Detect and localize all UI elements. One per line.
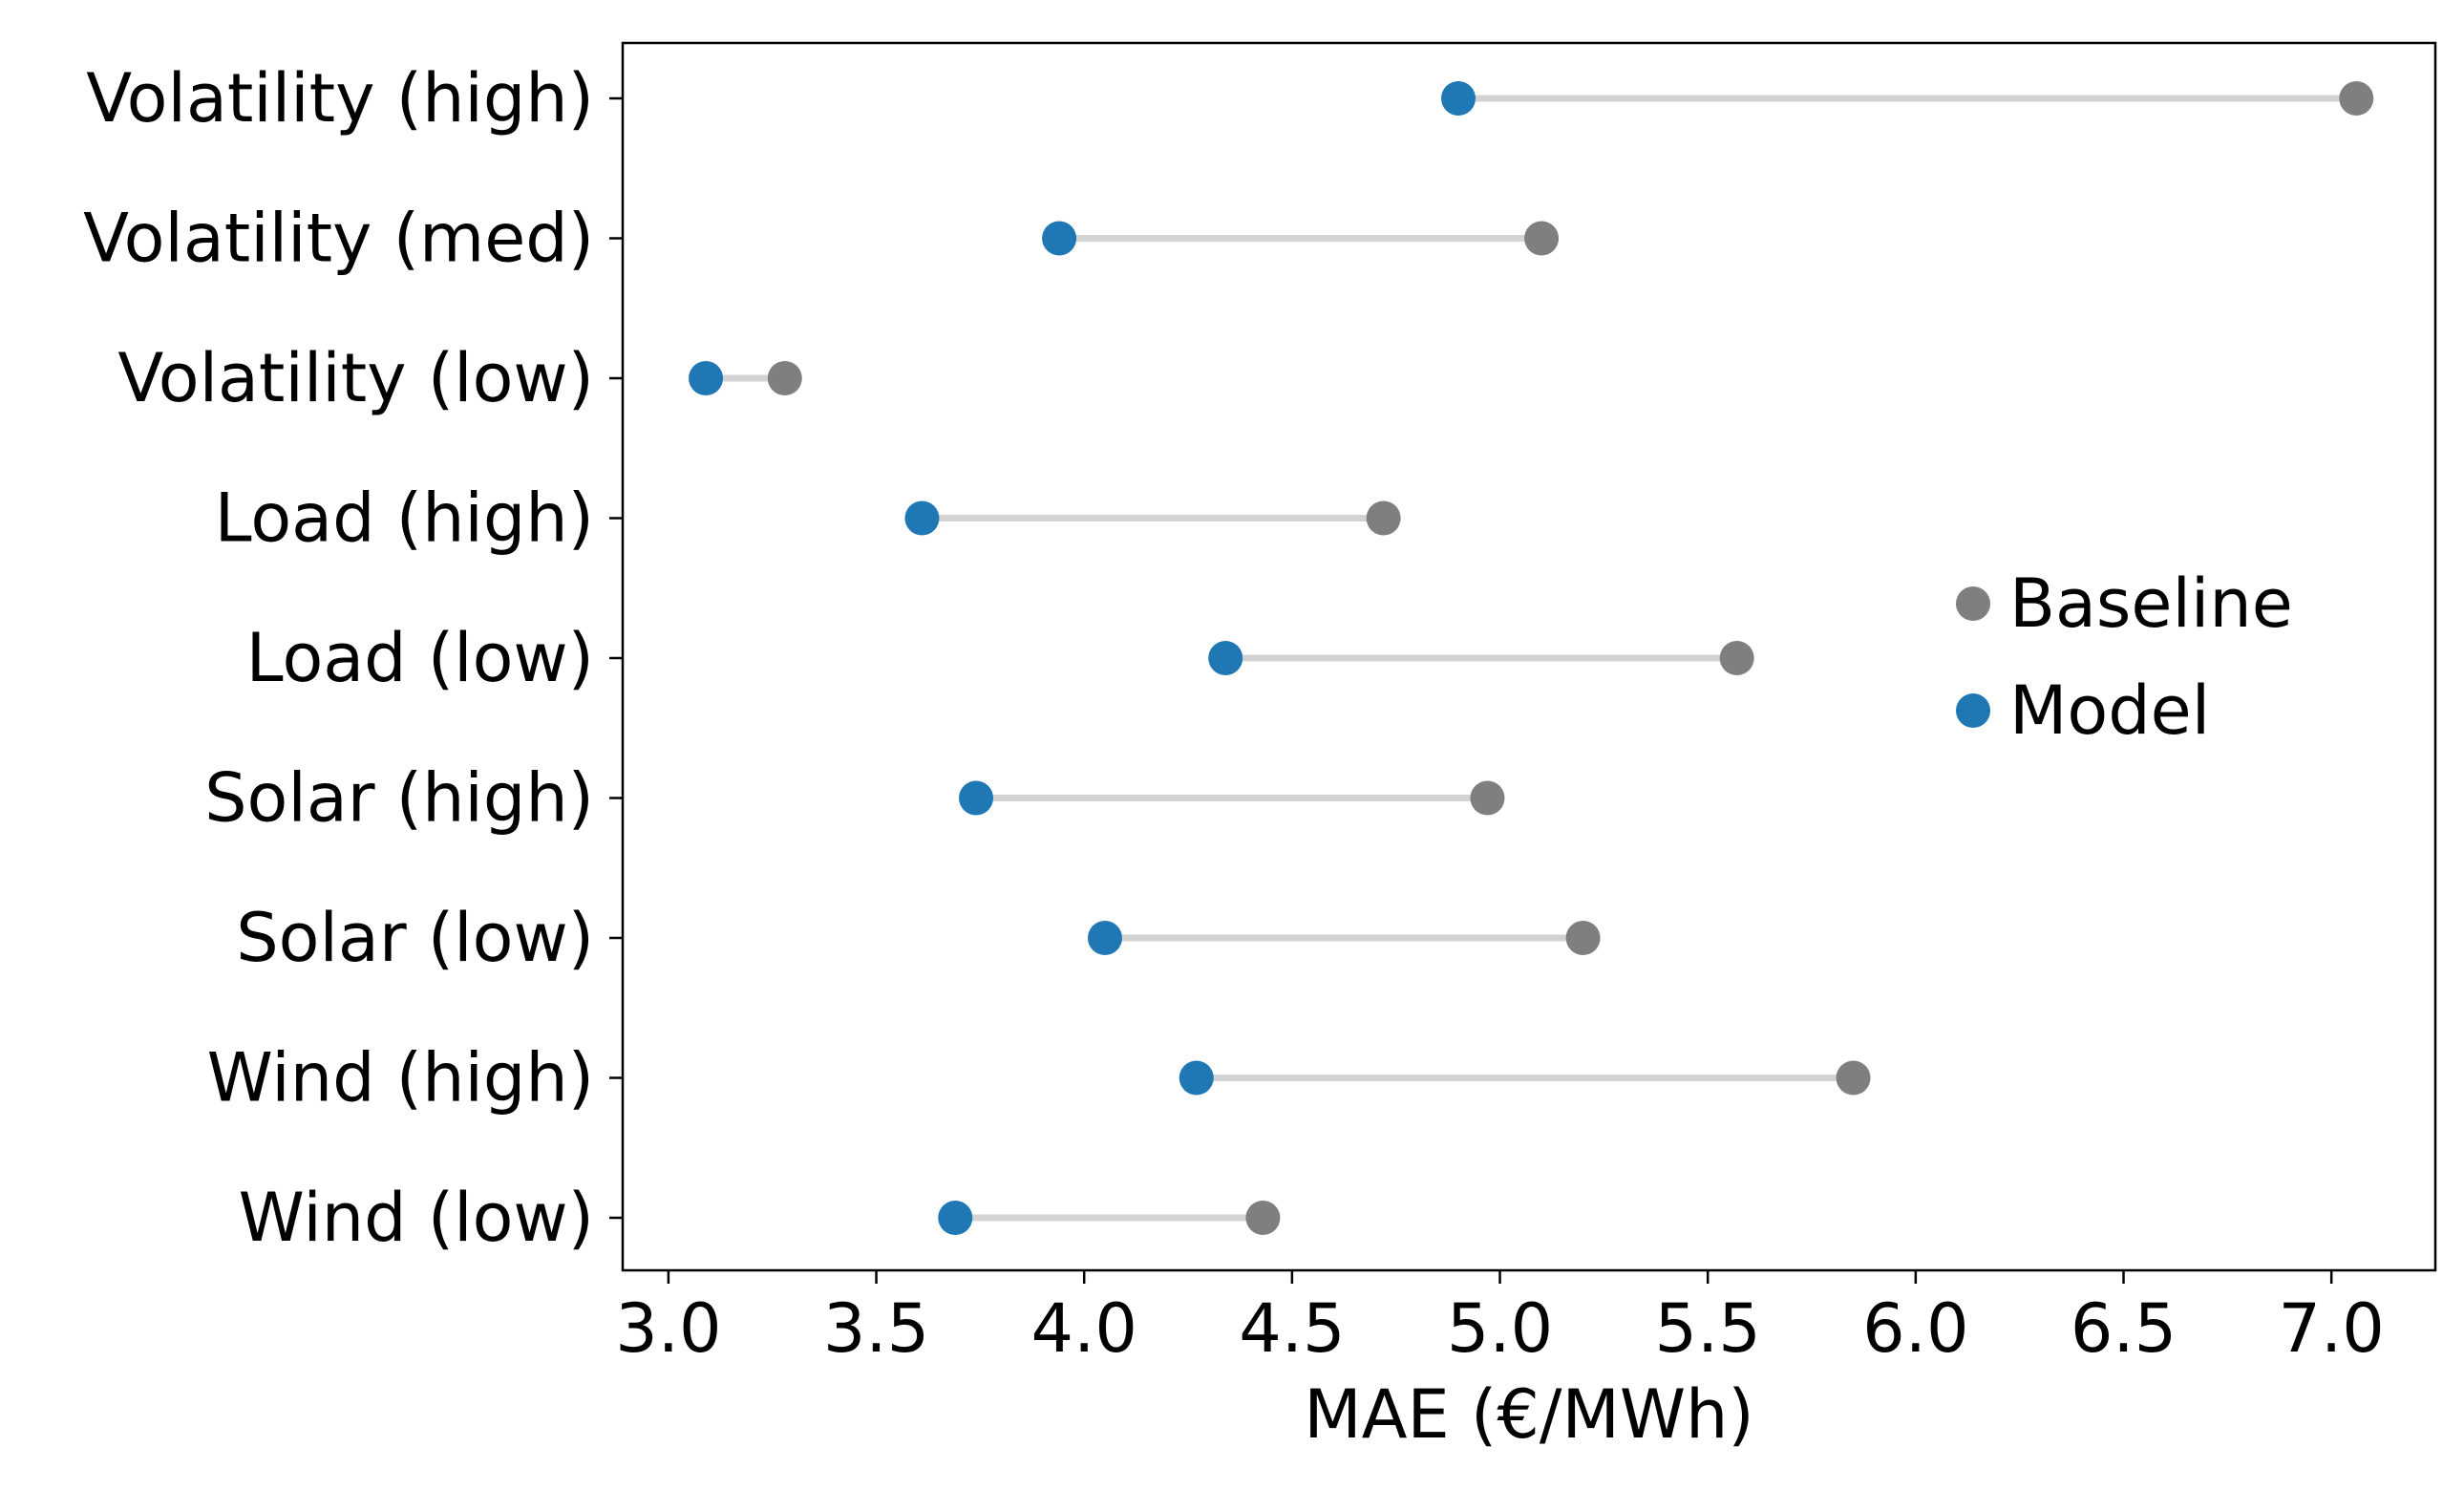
legend-marker-baseline <box>1956 586 1990 621</box>
model-point <box>959 780 994 816</box>
data-points <box>689 81 2374 1235</box>
model-point <box>1208 641 1243 675</box>
x-axis-title: MAE (€/MWh) <box>1304 1375 1753 1454</box>
model-point <box>689 361 724 395</box>
x-axis: 3.0 3.5 4.0 4.5 5.0 5.5 6.0 6.5 7.0 <box>615 1270 2385 1368</box>
x-tick-label: 7.0 <box>2279 1289 2385 1368</box>
model-point <box>938 1201 973 1235</box>
baseline-point <box>767 361 802 395</box>
y-tick-label: Load (low) <box>246 619 594 697</box>
y-tick-label: Load (high) <box>215 479 594 558</box>
y-tick-label: Solar (low) <box>236 899 594 977</box>
x-tick-label: 3.0 <box>615 1289 721 1368</box>
y-tick-label: Volatility (med) <box>83 200 594 278</box>
x-tick-label: 6.5 <box>2071 1289 2177 1368</box>
legend: Baseline Model <box>1956 564 2293 750</box>
x-tick-label: 6.0 <box>1862 1289 1968 1368</box>
baseline-point <box>1565 921 1601 955</box>
model-point <box>904 500 940 536</box>
x-tick-label: 4.0 <box>1031 1289 1137 1368</box>
model-point <box>1179 1060 1214 1096</box>
baseline-point <box>2339 81 2374 116</box>
legend-label-baseline: Baseline <box>2009 564 2293 643</box>
baseline-point <box>1719 641 1754 675</box>
model-point <box>1440 81 1476 116</box>
y-tick-label: Wind (high) <box>207 1039 594 1118</box>
y-tick-label: Volatility (high) <box>86 59 594 138</box>
x-tick-label: 4.5 <box>1239 1289 1345 1368</box>
model-point <box>1042 221 1077 256</box>
baseline-point <box>1366 500 1401 536</box>
x-tick-label: 5.5 <box>1655 1289 1761 1368</box>
baseline-point <box>1524 221 1560 256</box>
x-tick-label: 5.0 <box>1447 1289 1553 1368</box>
x-tick-label: 3.5 <box>823 1289 929 1368</box>
baseline-point <box>1245 1201 1281 1235</box>
model-point <box>1087 921 1122 955</box>
legend-label-model: Model <box>2009 671 2210 750</box>
y-tick-label: Volatility (low) <box>117 339 594 417</box>
plot-frame <box>621 41 2437 1272</box>
y-tick-label: Solar (high) <box>204 759 594 838</box>
legend-marker-model <box>1956 693 1990 728</box>
y-tick-label: Wind (low) <box>239 1179 594 1257</box>
y-axis: Volatility (high) Volatility (med) Volatil… <box>83 59 623 1257</box>
baseline-point <box>1836 1060 1871 1096</box>
baseline-point <box>1470 780 1505 816</box>
